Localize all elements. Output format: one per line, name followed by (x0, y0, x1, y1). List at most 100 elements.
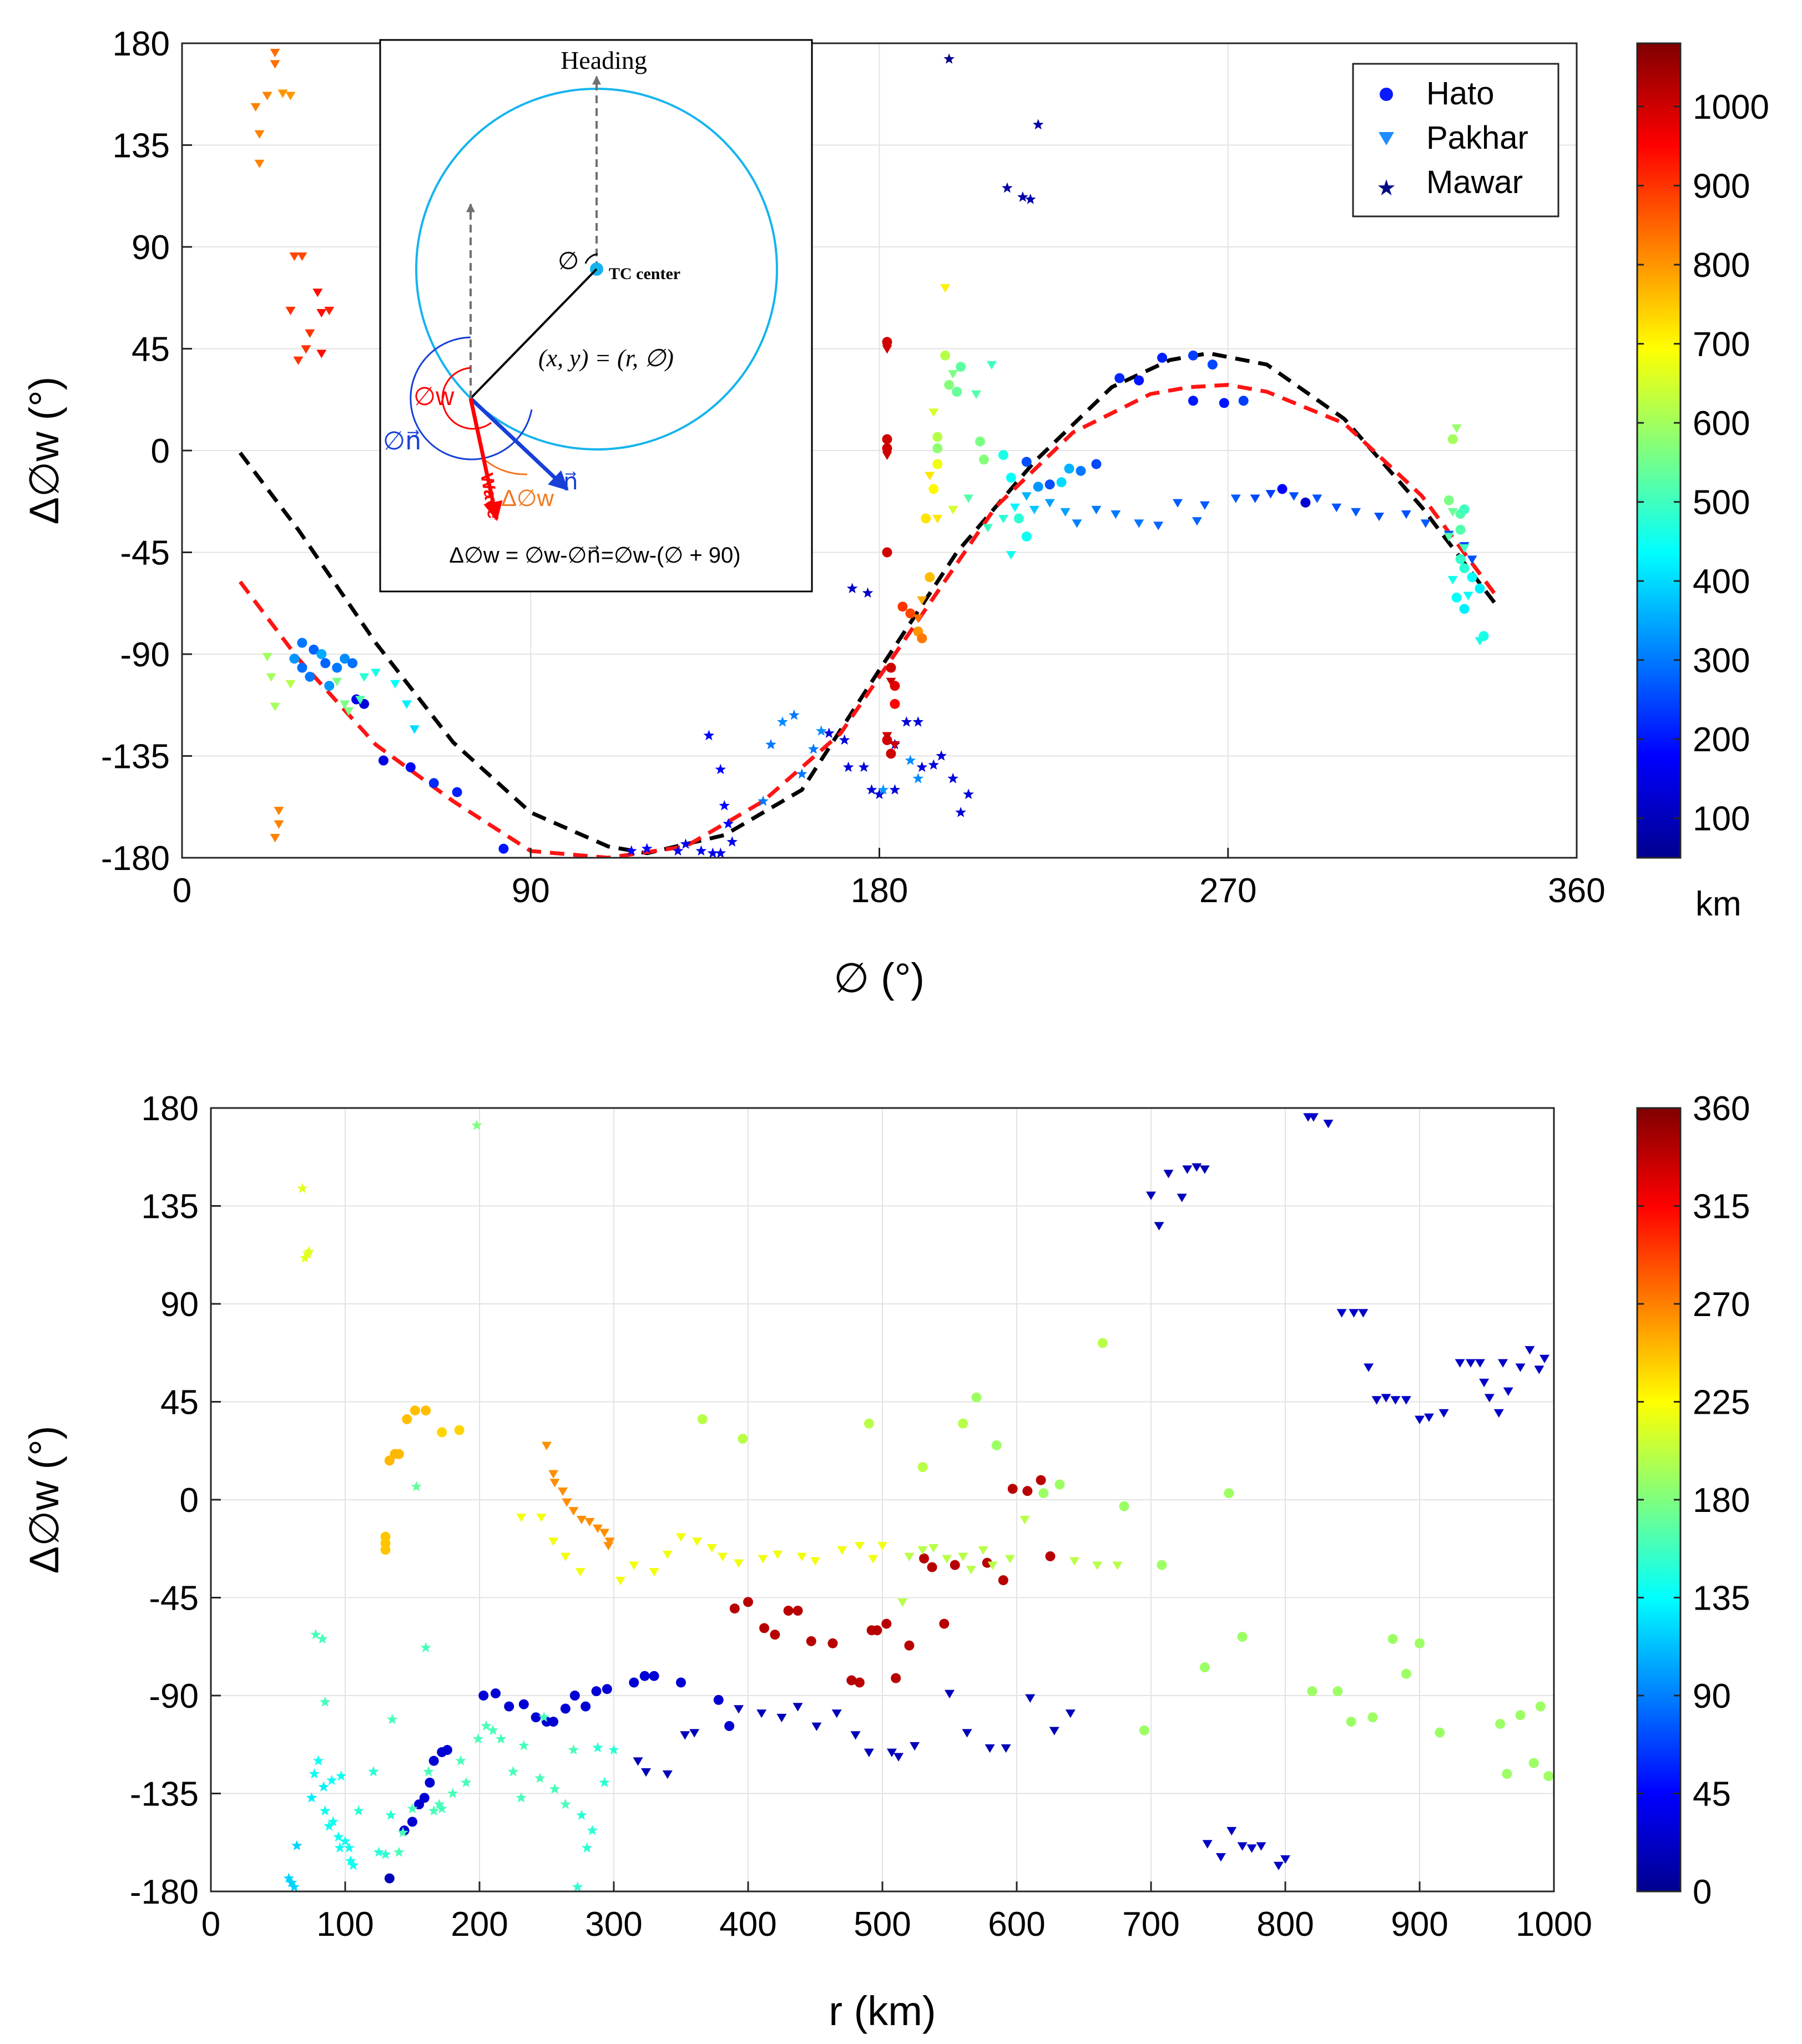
point-radial (932, 443, 943, 453)
point-hato (1033, 482, 1043, 492)
point-mawar (318, 1781, 330, 1792)
point-mawar (327, 1816, 339, 1827)
point-hato (846, 1675, 857, 1686)
x-tick-label: 180 (851, 872, 908, 910)
point-radial (1459, 563, 1470, 574)
point-mawar (599, 1777, 610, 1788)
point-pakhar (1438, 1409, 1449, 1418)
point-pakhar (604, 1537, 615, 1546)
point-hato (1091, 459, 1102, 469)
x-tick-label: 500 (854, 1905, 911, 1944)
heading-label: Heading (561, 46, 647, 74)
point-mawar (309, 1768, 320, 1779)
point-pakhar (773, 1550, 783, 1560)
point-pakhar (641, 1768, 652, 1777)
point-radial (882, 443, 892, 453)
x-tick-label: 0 (173, 872, 191, 910)
point-hato (1139, 1725, 1149, 1736)
point-hato (1021, 457, 1032, 467)
point-hato (1076, 466, 1086, 476)
point-radial (998, 450, 1008, 461)
point-mawar (625, 845, 637, 856)
point-hato (305, 671, 315, 682)
point-mawar (641, 843, 653, 854)
point-mawar (726, 836, 738, 847)
top-colorbar-ticks: 100 200 300 400 500 600 700 800 900 1000 (1637, 88, 1769, 838)
point-pakhar (1246, 1844, 1257, 1853)
point-pakhar (811, 1722, 822, 1731)
point-pakhar (962, 1729, 972, 1738)
point-mawar (866, 784, 877, 795)
point-pakhar (266, 673, 276, 682)
point-hato (939, 1618, 950, 1629)
x-tick-label: 1000 (1516, 1905, 1592, 1944)
point-mawar (846, 583, 858, 594)
point-pakhar (854, 1542, 865, 1551)
y-tick-label: 180 (142, 1090, 199, 1128)
colorbar-tick-label: 400 (1693, 563, 1750, 601)
point-mawar (303, 1246, 315, 1257)
point-pakhar (982, 524, 993, 533)
point-radial (928, 408, 939, 417)
point-mawar (487, 1724, 498, 1736)
point-pakhar (904, 1552, 915, 1561)
point-hato (316, 649, 327, 659)
colorbar-tick-label: 270 (1693, 1286, 1750, 1324)
point-pakhar (270, 834, 280, 843)
point-mawar (815, 725, 827, 736)
point-pakhar (1192, 1163, 1202, 1172)
point-mawar (765, 738, 776, 750)
point-hato (770, 1630, 780, 1640)
point-mawar (407, 1803, 418, 1814)
point-mawar (823, 727, 835, 738)
point-radial (1463, 591, 1473, 600)
point-mawar (347, 1859, 359, 1870)
point-hato (864, 1418, 874, 1429)
x-tick-label: 90 (512, 872, 550, 910)
point-hato (402, 1414, 412, 1424)
point-pakhar (734, 1559, 744, 1568)
point-pakhar (932, 515, 943, 524)
point-pakhar (662, 1770, 673, 1779)
colorbar-tick-label: 45 (1693, 1775, 1731, 1814)
point-pakhar (1415, 1415, 1425, 1424)
point-mawar (472, 1733, 484, 1744)
y-tick-label: -45 (149, 1580, 199, 1618)
point-hato (1188, 396, 1198, 406)
y-tick-label: -90 (120, 636, 170, 674)
point-pakhar (1390, 1396, 1401, 1405)
y-tick-label: -90 (149, 1677, 199, 1716)
y-tick-label: 180 (113, 25, 170, 63)
point-hato (724, 1721, 735, 1731)
point-pakhar (270, 702, 280, 711)
point-radial (1443, 495, 1454, 505)
point-hato (581, 1701, 591, 1712)
point-mawar (905, 755, 916, 765)
point-pakhar (1424, 1413, 1434, 1422)
point-pakhar (1111, 510, 1121, 519)
point-hato (297, 662, 307, 673)
point-pakhar (1401, 1396, 1411, 1405)
colorbar-tick-label: 315 (1693, 1188, 1750, 1226)
point-hato (676, 1677, 686, 1688)
point-hato (602, 1684, 612, 1694)
colorbar-tick-label: 500 (1693, 484, 1750, 522)
point-mawar (481, 1720, 492, 1731)
point-pakhar (285, 92, 296, 100)
point-radial (944, 380, 955, 390)
bottom-y-axis-title: Δ∅w (°) (21, 1426, 67, 1574)
point-pakhar (680, 1731, 690, 1740)
point-pakhar (1044, 499, 1055, 508)
point-hato (1237, 1632, 1248, 1642)
point-hato (982, 1557, 992, 1568)
legend[interactable]: Hato Pakhar ★ Mawar (1352, 63, 1559, 217)
point-hato (991, 1440, 1002, 1450)
point-mawar (420, 1642, 431, 1653)
point-pakhar (1336, 1309, 1347, 1318)
point-pakhar (1479, 1378, 1490, 1388)
point-radial (897, 601, 908, 612)
point-radial (882, 547, 892, 558)
point-pakhar (837, 1546, 847, 1555)
point-hato (998, 1575, 1008, 1586)
point-mawar (326, 1774, 337, 1785)
